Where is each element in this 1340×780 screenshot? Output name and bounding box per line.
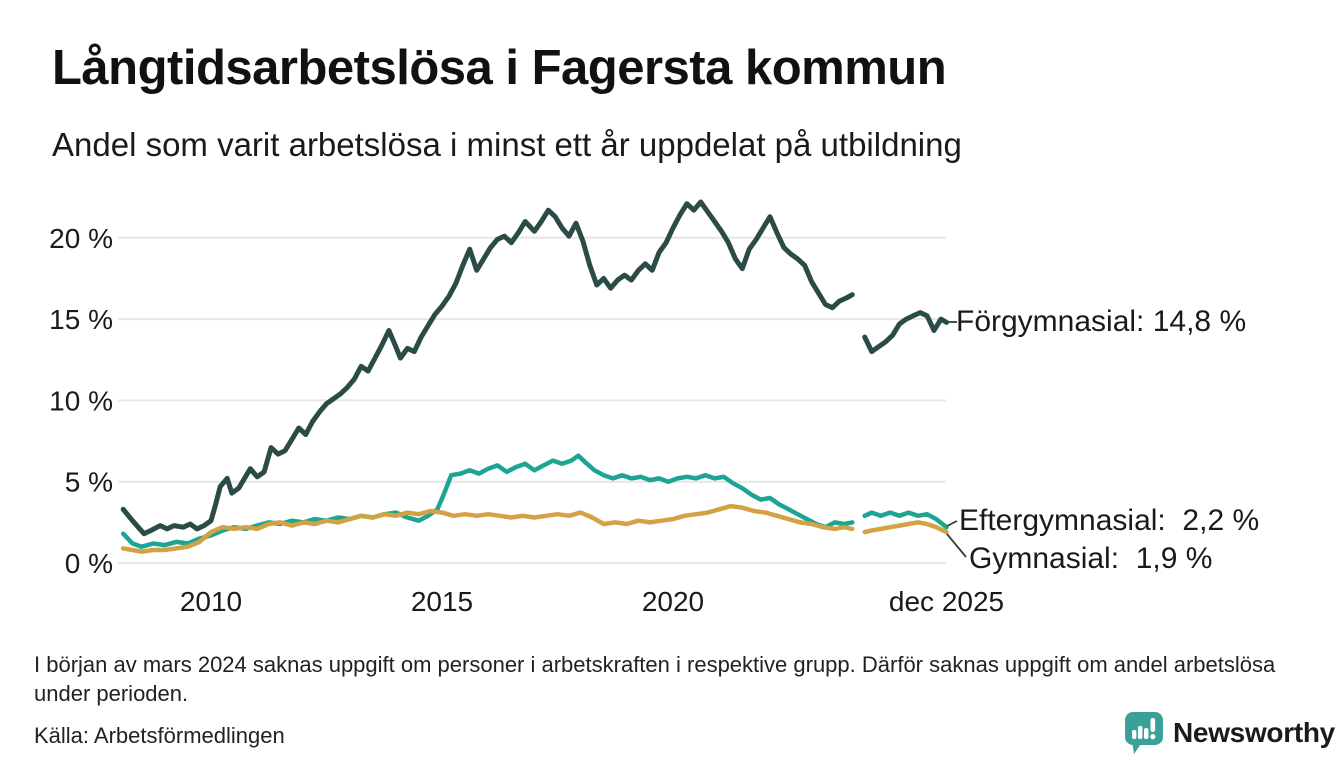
label-connector-gymnasial: [946, 533, 967, 558]
x-tick-label: 2010: [180, 586, 242, 617]
y-tick-label: 5 %: [65, 467, 113, 498]
y-tick-label: 15 %: [49, 304, 113, 335]
series-end-label-forgymnasial: Förgymnasial: 14,8 %: [956, 305, 1247, 338]
series-line-frgymnasial: [120, 199, 949, 537]
chart-footnote: I början av mars 2024 saknas uppgift om …: [34, 652, 1276, 707]
source-attribution: Källa: Arbetsförmedlingen: [34, 723, 285, 748]
series-end-label-eftergymnasial: Eftergymnasial: 2,2 %: [959, 504, 1260, 537]
x-tick-label: 2015: [411, 586, 473, 617]
y-tick-label: 20 %: [49, 223, 113, 254]
newsworthy-brand: Newsworthy: [1124, 711, 1335, 755]
series-line-eftergymnasial: [120, 453, 949, 549]
newsworthy-brand-name: Newsworthy: [1173, 717, 1335, 748]
newsworthy-logo-icon: [1125, 712, 1163, 754]
y-tick-label: 10 %: [49, 385, 113, 416]
series-end-label-gymnasial: Gymnasial: 1,9 %: [969, 542, 1213, 575]
x-tick-label: 2020: [642, 586, 704, 617]
series-line-gymnasial: [120, 503, 949, 554]
x-tick-label: dec 2025: [889, 586, 1004, 617]
page-title: Långtidsarbetslösa i Fagersta kommun: [52, 41, 947, 95]
chart-subtitle: Andel som varit arbetslösa i minst ett å…: [52, 126, 962, 163]
label-connector-eftergymnasial: [946, 520, 958, 527]
y-tick-label: 0 %: [65, 548, 113, 579]
